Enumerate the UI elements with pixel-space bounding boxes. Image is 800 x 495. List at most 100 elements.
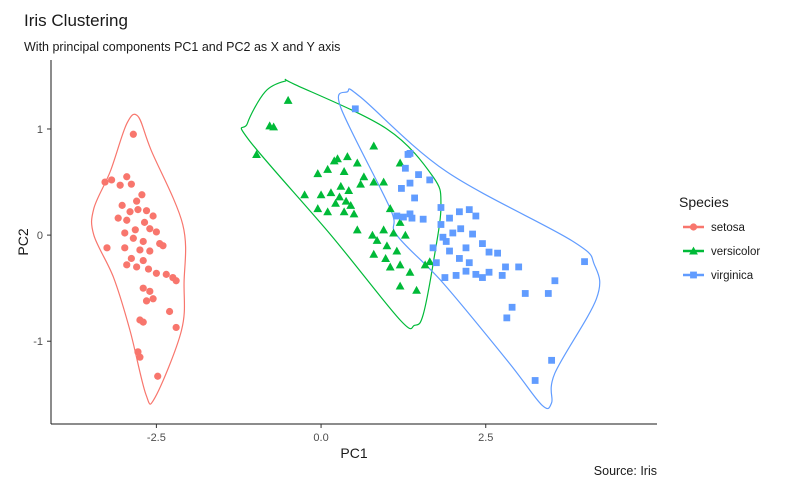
versicolor-point xyxy=(395,260,405,269)
versicolor-point xyxy=(395,281,405,290)
versicolor-point xyxy=(333,154,342,163)
setosa-point xyxy=(144,265,153,273)
virginica-point xyxy=(515,263,523,271)
y-axis-title: PC2 xyxy=(15,228,31,255)
y-tick-label: -1 xyxy=(33,336,43,348)
virginica-point xyxy=(429,244,437,252)
virginica-point xyxy=(441,274,449,281)
versicolor-point xyxy=(269,122,279,131)
virginica-point xyxy=(581,258,588,266)
versicolor-point xyxy=(369,249,379,258)
versicolor-point xyxy=(425,257,435,266)
virginica-point xyxy=(502,263,509,271)
setosa-point xyxy=(136,353,144,361)
setosa-points xyxy=(101,130,180,380)
virginica-point xyxy=(415,171,422,179)
virginica-point xyxy=(503,314,511,322)
setosa-point xyxy=(138,191,146,199)
versicolor-point xyxy=(369,177,379,186)
virginica-point xyxy=(465,206,473,214)
x-tick-label: 2.5 xyxy=(478,432,493,444)
setosa-point xyxy=(142,207,151,215)
virginica-point xyxy=(469,230,476,238)
versicolor-points xyxy=(252,95,435,294)
versicolor-point xyxy=(368,230,377,239)
versicolor-point xyxy=(359,172,369,181)
versicolor-point xyxy=(372,236,382,244)
versicolor-point xyxy=(300,190,309,199)
setosa-point xyxy=(121,244,129,252)
legend-title: Species xyxy=(679,194,729,210)
virginica-point xyxy=(393,212,401,220)
virginica-point xyxy=(455,255,463,262)
virginica-point xyxy=(508,303,516,311)
setosa-point xyxy=(116,181,124,189)
setosa-point xyxy=(123,261,131,269)
setosa-point xyxy=(123,216,131,224)
virginica-point xyxy=(479,274,486,281)
legend-label: versicolor xyxy=(711,246,760,258)
virginica-point xyxy=(446,214,453,222)
versicolor-point xyxy=(344,186,354,195)
versicolor-point xyxy=(341,196,351,205)
virginica-point xyxy=(351,105,359,113)
setosa-point xyxy=(108,176,116,184)
setosa-point xyxy=(146,287,154,295)
virginica-point xyxy=(437,204,445,211)
virginica-point xyxy=(406,210,414,218)
setosa-point xyxy=(149,212,157,220)
virginica-point xyxy=(406,179,414,187)
versicolor-point xyxy=(283,95,293,104)
setosa-point xyxy=(101,178,109,186)
x-tick-label: -2.5 xyxy=(147,432,166,444)
setosa-point xyxy=(103,244,111,252)
legend-key-circle-icon xyxy=(689,223,698,231)
setosa-point xyxy=(162,270,170,278)
versicolor-point xyxy=(395,217,405,226)
virginica-point xyxy=(472,212,480,220)
versicolor-cluster-outline xyxy=(240,78,442,330)
versicolor-point xyxy=(313,169,323,178)
setosa-point xyxy=(152,269,160,277)
virginica-point xyxy=(462,244,470,252)
virginica-point xyxy=(442,238,450,245)
virginica-point xyxy=(551,277,559,285)
versicolor-point xyxy=(352,225,362,234)
setosa-point xyxy=(140,218,149,226)
setosa-point xyxy=(172,323,180,332)
cluster-hulls xyxy=(90,78,601,410)
setosa-cluster-outline xyxy=(90,113,187,405)
virginica-point xyxy=(472,270,480,278)
virginica-point xyxy=(411,194,418,202)
versicolor-point xyxy=(352,158,362,167)
virginica-point xyxy=(400,213,407,221)
versicolor-point xyxy=(339,167,349,175)
legend-item-setosa: setosa xyxy=(683,222,745,234)
virginica-point xyxy=(439,233,447,241)
x-tick-label: 0.0 xyxy=(313,432,328,444)
chart-subtitle: With principal components PC1 and PC2 as… xyxy=(24,40,340,54)
legend-label: setosa xyxy=(711,222,745,234)
legend-key-square-icon xyxy=(690,271,697,279)
versicolor-point xyxy=(382,241,392,250)
setosa-point xyxy=(165,307,174,316)
setosa-point xyxy=(127,254,135,263)
setosa-point xyxy=(121,229,129,237)
versicolor-point xyxy=(336,181,346,190)
versicolor-point xyxy=(326,188,336,197)
virginica-point xyxy=(446,247,453,255)
setosa-point xyxy=(133,197,141,205)
versicolor-point xyxy=(331,198,340,207)
versicolor-point xyxy=(339,207,349,216)
versicolor-point xyxy=(323,207,333,216)
versicolor-point xyxy=(381,254,391,262)
versicolor-point xyxy=(379,225,389,234)
versicolor-point xyxy=(385,262,395,271)
legend: Species setosa versicolor virginica xyxy=(679,194,760,282)
setosa-point xyxy=(159,242,167,250)
chart-title: Iris Clustering xyxy=(24,11,128,30)
virginica-point xyxy=(494,249,501,257)
versicolor-point xyxy=(369,141,379,150)
y-tick-label: 0 xyxy=(37,230,43,242)
